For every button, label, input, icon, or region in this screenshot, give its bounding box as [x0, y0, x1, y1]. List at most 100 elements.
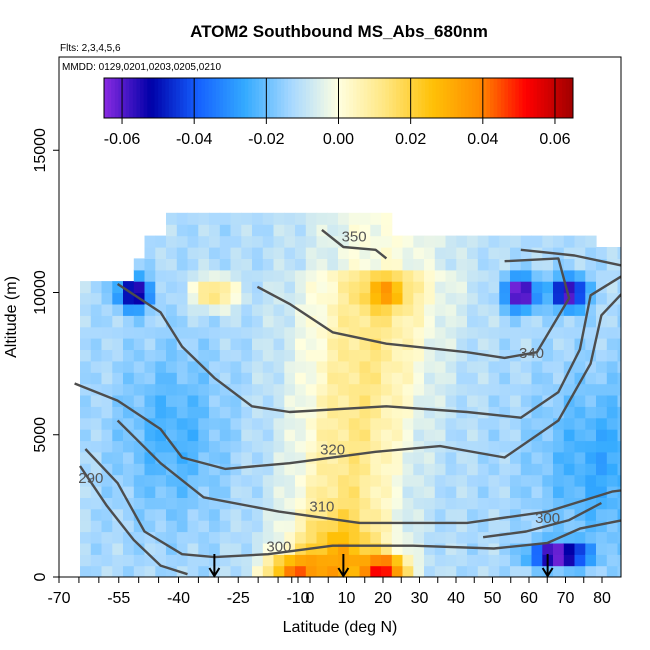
heatmap-cell [639, 486, 650, 498]
heatmap-cell [359, 520, 371, 533]
heatmap-cell [381, 235, 393, 248]
contour-line [520, 248, 621, 267]
heatmap-cell [144, 349, 156, 362]
heatmap-cell [542, 508, 554, 521]
heatmap-cell [391, 292, 404, 305]
heatmap-cell [585, 235, 597, 248]
y-tick-label: 0 [32, 572, 49, 581]
heatmap-cell [284, 520, 296, 533]
heatmap-cell [123, 326, 135, 339]
heatmap-cell [80, 474, 92, 487]
heatmap-cell [252, 508, 264, 521]
colorbar-swatch [562, 78, 567, 118]
heatmap-cell [596, 269, 608, 282]
heatmap-cell [166, 440, 178, 453]
heatmap-cell [348, 520, 361, 533]
heatmap-cell [155, 520, 167, 533]
heatmap-cell [230, 565, 242, 577]
heatmap-cell [209, 394, 221, 407]
heatmap-cell [542, 269, 554, 282]
heatmap-cell [370, 258, 382, 271]
heatmap-cell [456, 326, 468, 339]
heatmap-cell [574, 394, 586, 407]
heatmap-cell [456, 417, 468, 430]
colorbar-swatch [374, 78, 379, 118]
heatmap-cell [467, 372, 479, 385]
heatmap-cell [639, 463, 650, 475]
heatmap-cell [241, 383, 253, 396]
heatmap-cell [574, 417, 586, 430]
heatmap-cell [305, 520, 318, 533]
heatmap-cell [295, 258, 307, 271]
heatmap-cell [348, 315, 361, 328]
heatmap-cell [359, 497, 371, 510]
heatmap-cell [284, 338, 296, 350]
heatmap-cell [187, 212, 199, 225]
heatmap-cell [531, 303, 543, 316]
heatmap-cell [101, 315, 113, 328]
heatmap-cell [155, 429, 167, 442]
heatmap-cell [219, 554, 232, 567]
heatmap-cell [499, 486, 511, 498]
colorbar-swatch [140, 78, 145, 118]
heatmap-cell [596, 360, 608, 373]
heatmap-cell [230, 235, 242, 248]
heatmap-cell [585, 360, 597, 373]
heatmap-cell [273, 349, 285, 362]
heatmap-cell [166, 463, 178, 476]
heatmap-cell [187, 429, 199, 442]
heatmap-cell [155, 440, 167, 453]
heatmap-cell [209, 497, 221, 510]
heatmap-cell [402, 474, 414, 487]
colorbar-swatch [511, 78, 516, 118]
heatmap-cell [391, 269, 404, 282]
heatmap-cell [209, 235, 221, 248]
heatmap-cell [305, 394, 318, 407]
heatmap-cell [348, 440, 361, 453]
heatmap-cell [262, 486, 275, 498]
colorbar-swatch [219, 78, 224, 118]
heatmap-cell [467, 247, 479, 259]
colorbar-swatch [370, 78, 376, 118]
heatmap-cell [144, 235, 156, 248]
heatmap-cell [176, 224, 189, 237]
heatmap-cell [101, 292, 113, 305]
heatmap-cell [628, 293, 639, 305]
heatmap-cell [520, 429, 533, 442]
heatmap-cell [209, 486, 221, 498]
heatmap-cell [488, 292, 500, 305]
heatmap-cell [628, 258, 639, 270]
heatmap-cell [488, 417, 500, 430]
heatmap-cell [144, 508, 156, 521]
heatmap-cell [413, 542, 425, 555]
heatmap-cell [391, 440, 404, 453]
heatmap-cell [80, 360, 92, 373]
heatmap-cell [187, 269, 199, 282]
colorbar-swatch [399, 78, 404, 118]
heatmap-cell [445, 269, 457, 282]
heatmap-cell [467, 520, 479, 533]
heatmap-cell [90, 360, 103, 373]
heatmap-cell [488, 269, 500, 282]
heatmap-cell [477, 486, 490, 498]
heatmap-cell [209, 474, 221, 487]
heatmap-cell [305, 349, 318, 362]
heatmap-cell [305, 383, 318, 396]
heatmap-cell [316, 565, 328, 577]
heatmap-cell [510, 235, 522, 248]
heatmap-cell [80, 440, 92, 453]
heatmap-cell [112, 292, 124, 305]
heatmap-cell [381, 554, 393, 567]
heatmap-cell [133, 360, 146, 373]
heatmap-cell [90, 315, 103, 328]
heatmap-cell [381, 463, 393, 476]
heatmap-cell [262, 326, 275, 339]
heatmap-cell [316, 235, 328, 248]
heatmap-cell [542, 417, 554, 430]
heatmap-cell [434, 508, 447, 521]
heatmap-cell [80, 292, 92, 305]
heatmap-cell [563, 554, 576, 567]
heatmap-cell [370, 269, 382, 282]
heatmap-cell [585, 338, 597, 350]
heatmap-cell [370, 247, 382, 259]
